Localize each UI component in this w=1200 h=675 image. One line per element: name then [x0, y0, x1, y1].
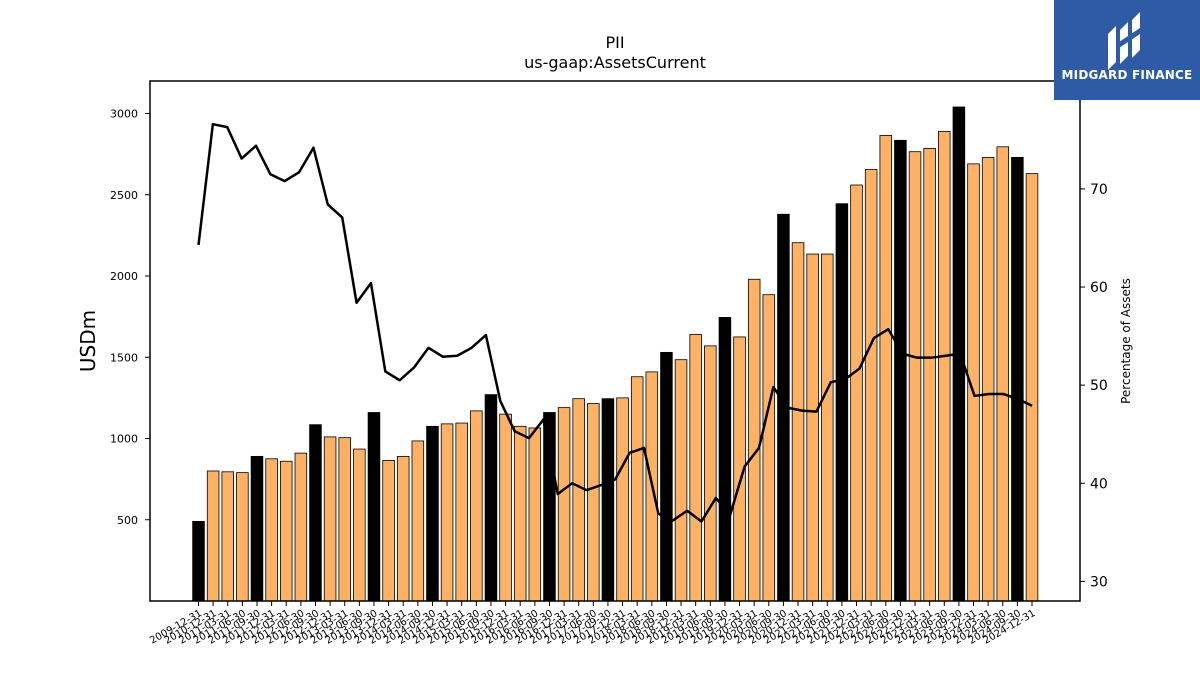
bar [426, 425, 439, 602]
bar [499, 413, 512, 602]
bar [411, 440, 425, 602]
bar [338, 437, 351, 602]
y-tick-label: 1500 [110, 351, 138, 364]
line-group [197, 122, 1033, 523]
bar [1025, 173, 1039, 602]
x-axis: 2009-12-312010-12-312011-03-312011-06-30… [148, 601, 1038, 647]
bar [543, 412, 556, 602]
bar [528, 427, 542, 602]
bar [440, 423, 454, 602]
midgard-finance-logo: MIDGARD FINANCE [1054, 0, 1200, 100]
bar [806, 253, 819, 602]
bar [616, 397, 629, 602]
bar [470, 410, 483, 602]
chart-subtitle: us-gaap:AssetsCurrent [524, 53, 706, 72]
y2-tick-label: 60 [1090, 280, 1108, 296]
bar [309, 424, 322, 602]
bar [294, 452, 308, 602]
logo-mark-icon [1108, 12, 1140, 70]
bar [791, 242, 805, 602]
bar [762, 294, 776, 602]
bar [353, 448, 366, 602]
bar [557, 407, 571, 602]
bar [382, 460, 395, 602]
y-axis-right: 30 40 50 60 70 [1080, 182, 1108, 590]
bar [1011, 156, 1024, 602]
bar [704, 345, 717, 602]
bar [484, 394, 498, 602]
bar [587, 403, 600, 602]
y2-tick-label: 30 [1090, 574, 1108, 590]
bar [689, 334, 702, 602]
bar [455, 422, 468, 602]
bar [674, 359, 688, 602]
bar [938, 130, 951, 602]
bar [747, 278, 761, 602]
y2-axis-label: Percentage of Assets [1119, 278, 1133, 404]
y-tick-label: 500 [117, 514, 138, 527]
bars-group [192, 106, 1039, 602]
y-tick-label: 2500 [110, 189, 138, 202]
bar [660, 351, 673, 602]
y-axis-left: 500 1000 1500 2000 2500 3000 [110, 108, 150, 527]
y2-tick-label: 40 [1090, 476, 1108, 492]
bar [265, 458, 278, 602]
y-tick-label: 2000 [110, 270, 138, 283]
bar [206, 470, 220, 602]
bar [250, 455, 264, 602]
y2-tick-label: 70 [1090, 182, 1108, 198]
bar [236, 472, 249, 602]
chart-title: PII [605, 33, 624, 52]
logo-text: MIDGARD FINANCE [1061, 68, 1193, 82]
bar [879, 135, 893, 602]
y-tick-label: 1000 [110, 433, 138, 446]
bar [396, 455, 410, 602]
bar [718, 317, 732, 602]
bar [850, 184, 863, 602]
bar [221, 471, 234, 602]
bar [279, 460, 293, 602]
bar [601, 398, 615, 602]
bar [981, 156, 995, 602]
bar [192, 520, 205, 602]
bar [572, 398, 585, 602]
bar [821, 253, 834, 602]
bar [908, 151, 922, 602]
bar [323, 436, 337, 602]
bar [864, 169, 878, 602]
plot-frame [149, 80, 1081, 602]
series-line [197, 122, 1033, 523]
y-tick-label: 3000 [110, 108, 138, 121]
bar [835, 203, 849, 602]
y2-tick-label: 50 [1090, 378, 1108, 394]
bar [513, 425, 527, 602]
bar [367, 412, 381, 602]
bar [894, 139, 907, 602]
y-axis-label: USDm [76, 310, 100, 372]
bar [996, 146, 1010, 602]
bar [923, 148, 936, 602]
bar [630, 376, 644, 602]
